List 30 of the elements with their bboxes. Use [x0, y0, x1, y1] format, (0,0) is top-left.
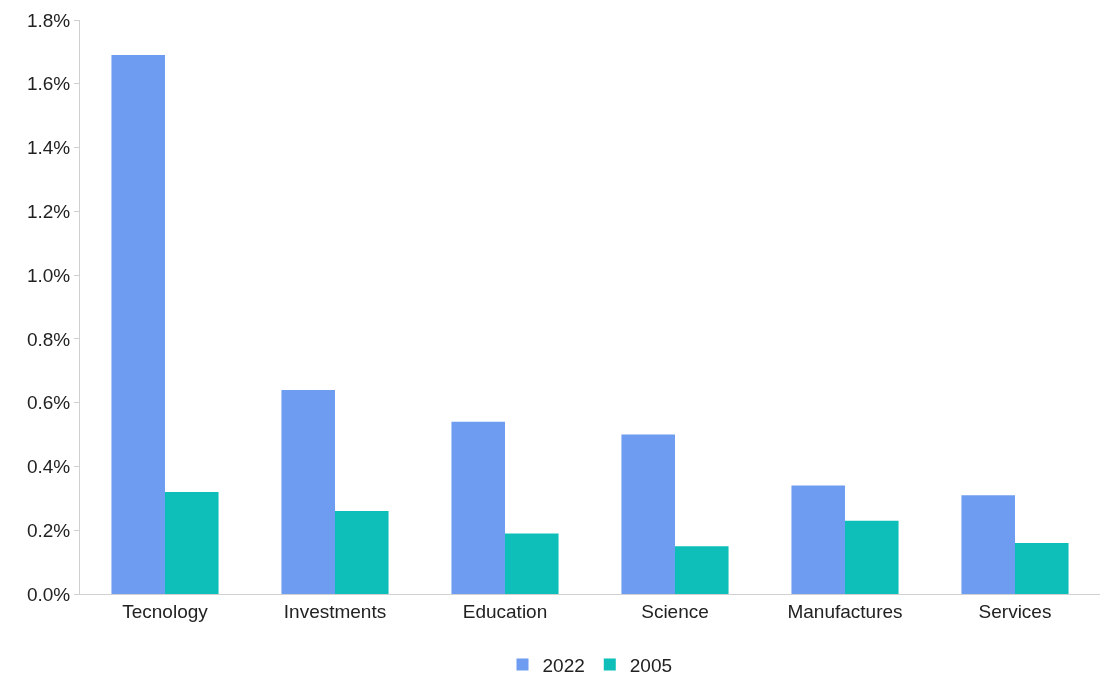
x-tick-label: Tecnology	[122, 600, 209, 622]
bar	[281, 389, 335, 594]
bar	[1015, 542, 1069, 594]
y-tick-label: 1.0%	[26, 264, 71, 286]
y-tick-label: 0.8%	[26, 328, 71, 350]
x-tick-label: Investments	[283, 600, 387, 622]
y-tick-label: 0.0%	[26, 583, 71, 605]
bar	[335, 511, 389, 594]
y-tick-label: 0.6%	[26, 392, 71, 414]
bar	[111, 55, 165, 594]
bar	[961, 495, 1015, 594]
bar	[675, 546, 729, 594]
bar	[791, 485, 845, 594]
x-tick-label: Manufactures	[787, 600, 903, 622]
bar	[451, 421, 505, 594]
legend-label: 2022	[542, 654, 585, 676]
y-tick-label: 1.4%	[26, 137, 71, 159]
y-tick-label: 0.4%	[26, 456, 71, 478]
x-tick-label: Science	[641, 600, 709, 622]
y-tick-label: 0.2%	[26, 519, 71, 541]
y-tick-label: 1.2%	[26, 200, 71, 222]
x-tick-label: Services	[978, 600, 1052, 622]
x-tick-label: Education	[462, 600, 548, 622]
bar	[621, 434, 675, 594]
bar	[165, 491, 219, 594]
y-tick-label: 1.8%	[26, 9, 71, 31]
y-tick-label: 1.6%	[26, 73, 71, 95]
legend-label: 2005	[629, 654, 673, 676]
bar	[505, 533, 559, 594]
bar	[845, 520, 899, 594]
